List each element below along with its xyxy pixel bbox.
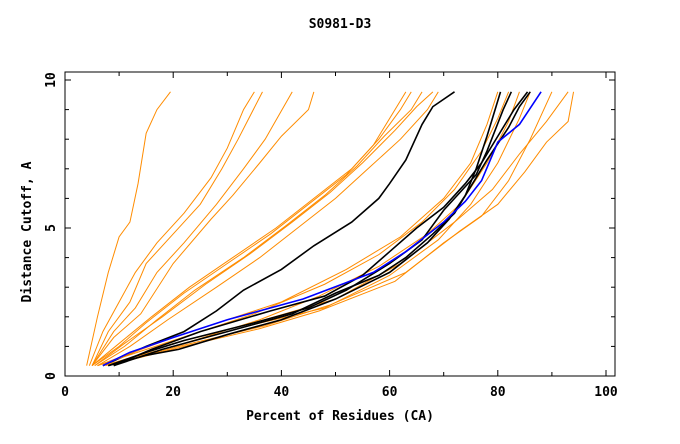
series-line-0 [86, 91, 171, 366]
series-line-20 [113, 91, 529, 367]
x-tick-label: 80 [490, 385, 506, 400]
x-tick-label: 20 [165, 385, 181, 400]
series-line-22 [102, 91, 542, 367]
series-line-14 [102, 91, 531, 367]
series-line-17 [105, 91, 569, 367]
series-line-12 [97, 91, 510, 367]
series-line-5 [91, 91, 407, 367]
series-line-19 [108, 91, 513, 367]
series-line-3 [91, 91, 293, 366]
x-tick-label: 100 [594, 385, 618, 400]
series-line-18 [108, 91, 502, 367]
series-line-8 [94, 91, 434, 367]
x-axis-label: Percent of Residues (CA) [246, 409, 434, 424]
x-tick-label: 60 [382, 385, 398, 400]
series-line-1 [88, 91, 255, 366]
plot-frame [64, 71, 616, 377]
series-line-4 [91, 91, 315, 366]
y-tick-label: 5 [44, 224, 59, 232]
series-line-2 [91, 91, 263, 366]
x-tick-label: 40 [274, 385, 290, 400]
series-line-10 [102, 91, 455, 367]
series-line-21 [113, 91, 531, 367]
y-tick-label: 0 [44, 372, 59, 380]
series-line-13 [102, 91, 520, 367]
y-tick-label: 10 [44, 72, 59, 88]
series-line-9 [97, 91, 439, 367]
y-axis-label: Distance Cutoff, A [20, 161, 35, 302]
series-line-6 [91, 91, 412, 367]
series-line-15 [108, 91, 553, 367]
chart-title: S0981-D3 [309, 17, 372, 32]
x-tick-label: 0 [61, 385, 69, 400]
